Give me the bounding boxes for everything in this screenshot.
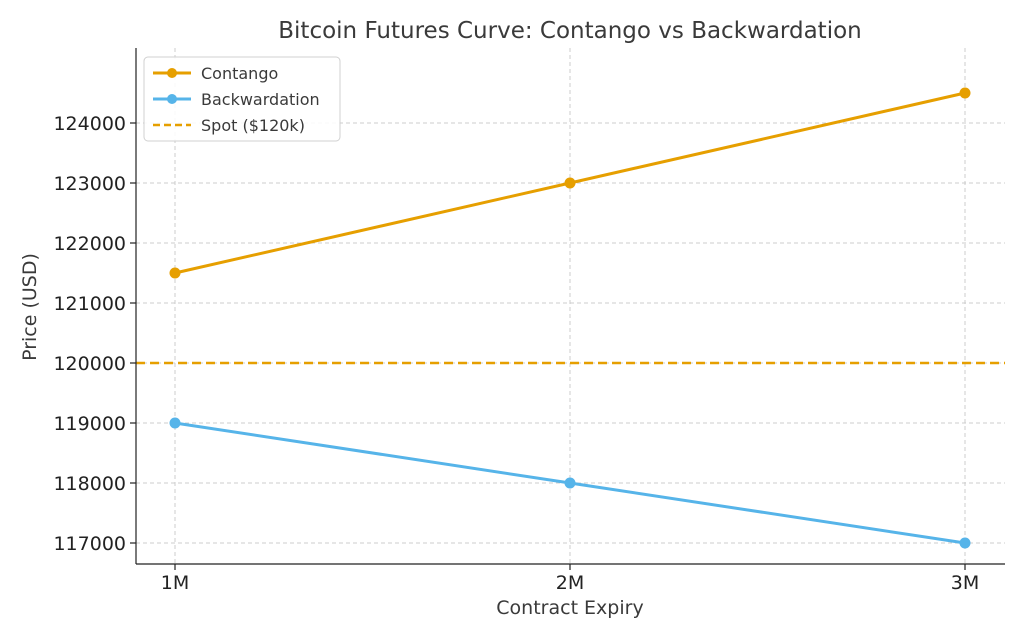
- x-tick-layer: 1M 2M 3M: [161, 564, 979, 594]
- legend-label-spot-120k: Spot ($120k): [201, 116, 305, 135]
- legend-marker-contango: [167, 68, 177, 78]
- y-tick-layer: 117000 118000 119000 120000 121000 122000 1230…: [53, 113, 136, 555]
- y-tick-label: 117000: [53, 533, 126, 555]
- y-axis-label: Price (USD): [19, 253, 41, 361]
- x-tick-label: 3M: [951, 572, 979, 594]
- y-tick-label: 124000: [53, 113, 126, 135]
- series-layer: [169, 87, 971, 549]
- y-tick-label: 118000: [53, 473, 126, 495]
- contango-point: [564, 177, 576, 189]
- chart-title: Bitcoin Futures Curve: Contango vs Backw…: [278, 18, 861, 44]
- y-tick-label: 119000: [53, 413, 126, 435]
- y-tick-label: 120000: [53, 353, 126, 375]
- legend: Contango Backwardation Spot ($120k): [143, 56, 341, 142]
- contango-point: [169, 267, 181, 279]
- y-tick-label: 123000: [53, 173, 126, 195]
- backwardation-point: [564, 477, 576, 489]
- legend-label-contango: Contango: [201, 64, 278, 83]
- backwardation-point: [169, 417, 181, 429]
- x-tick-label: 2M: [556, 572, 584, 594]
- y-tick-label: 122000: [53, 233, 126, 255]
- legend-marker-backwardation: [167, 94, 177, 104]
- contango-point: [959, 87, 971, 99]
- x-tick-label: 1M: [161, 572, 189, 594]
- backwardation-point: [959, 537, 971, 549]
- x-axis-label: Contract Expiry: [496, 597, 643, 619]
- legend-label-backwardation: Backwardation: [201, 90, 320, 109]
- y-tick-label: 121000: [53, 293, 126, 315]
- legend-box: [143, 56, 341, 142]
